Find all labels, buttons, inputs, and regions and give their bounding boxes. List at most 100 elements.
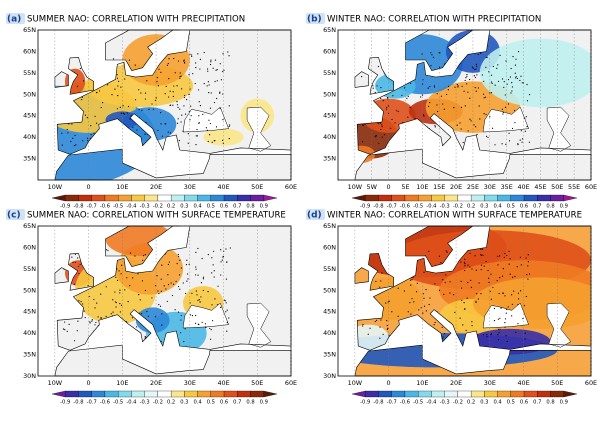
station-dot [228, 105, 230, 107]
colorbar-label: 0.7 [533, 204, 541, 210]
station-dot [66, 128, 68, 131]
station-dot [464, 308, 466, 310]
station-dot [497, 334, 499, 336]
colorbar-swatch [250, 390, 264, 398]
colorbar-swatch [404, 194, 419, 202]
station-dot [213, 276, 215, 278]
station-dot [476, 293, 478, 295]
station-dot [188, 93, 190, 96]
station-dot [90, 134, 92, 136]
lon-label: 30E [184, 379, 196, 387]
colorbar-swatch [210, 390, 225, 398]
colorbar-label: 0.8 [246, 400, 254, 406]
colorbar-label: -0.7 [387, 204, 397, 210]
station-dot [207, 291, 209, 293]
station-dot [78, 300, 80, 302]
station-dot [497, 339, 500, 341]
station-dot [436, 110, 439, 113]
colorbar-swatch [378, 390, 392, 398]
station-dot [199, 301, 201, 303]
station-dot [521, 141, 523, 143]
station-dot [202, 276, 205, 278]
station-dot [509, 273, 511, 275]
colorbar-end [51, 194, 66, 202]
station-dot [511, 294, 513, 296]
station-dot [127, 301, 129, 303]
station-dot [478, 282, 480, 284]
station-dot [195, 62, 197, 64]
station-dot [379, 326, 381, 328]
station-dot [418, 309, 420, 311]
station-dot [204, 326, 207, 328]
station-dot [183, 61, 186, 63]
station-dot [409, 279, 412, 281]
station-dot [483, 265, 485, 267]
station-dot [521, 138, 524, 140]
station-dot [524, 130, 526, 132]
station-dot [151, 103, 153, 105]
station-dot [183, 340, 185, 343]
station-dot [208, 119, 210, 121]
station-dot [387, 98, 389, 100]
panel-label-box [306, 209, 325, 220]
station-dot [474, 76, 477, 79]
station-dot [382, 333, 384, 335]
station-dot [388, 300, 390, 302]
station-dot [505, 143, 507, 145]
lon-label: 0 [87, 379, 91, 387]
colorbar-swatch [237, 194, 251, 202]
station-dot [117, 94, 119, 97]
station-dot [144, 98, 147, 100]
lon-label: 10E [116, 183, 128, 191]
station-dot [78, 272, 80, 275]
lat-label: 30N [323, 372, 336, 380]
station-dot [481, 248, 484, 250]
station-dot [167, 62, 169, 65]
station-dot [502, 113, 504, 115]
station-dot [380, 280, 382, 282]
colorbar-label: 0.7 [233, 400, 241, 406]
station-dot [387, 301, 389, 303]
colorbar-end [351, 194, 366, 202]
station-dot [117, 85, 119, 87]
station-dot [397, 287, 399, 289]
panel-label-box [6, 13, 25, 24]
station-dot [211, 141, 213, 143]
station-dot [380, 86, 382, 89]
lat-label: 45N [323, 308, 336, 316]
station-dot [486, 333, 488, 336]
station-dot [479, 118, 481, 120]
station-dot [436, 93, 438, 95]
station-dot [191, 315, 194, 317]
station-dot [376, 319, 378, 321]
station-dot [510, 67, 512, 70]
station-dot [197, 247, 199, 250]
lat-label: 40N [323, 133, 336, 141]
station-dot [77, 320, 79, 322]
station-dot [195, 135, 197, 137]
station-dot [421, 94, 424, 96]
colorbar-swatch [470, 390, 485, 398]
station-dot [485, 135, 488, 137]
colorbar-label: -0.4 [126, 400, 137, 406]
station-dot [470, 286, 473, 288]
station-dot [211, 257, 213, 259]
station-dot [511, 86, 514, 88]
station-dot [514, 77, 517, 79]
station-dot [186, 259, 188, 261]
station-dot [507, 78, 510, 81]
colorbar-end [351, 390, 366, 398]
station-dot [513, 290, 515, 292]
station-dot [423, 305, 426, 307]
station-dot [378, 142, 380, 145]
station-dot [404, 87, 406, 89]
station-dot [508, 132, 510, 134]
station-dot [470, 279, 472, 281]
colorbar-swatch [510, 390, 525, 398]
lon-label: 15E [433, 183, 445, 191]
station-dot [480, 264, 483, 266]
station-dot [214, 59, 217, 61]
station-dot [447, 85, 450, 88]
station-dot [411, 279, 413, 281]
station-dot [443, 108, 445, 110]
